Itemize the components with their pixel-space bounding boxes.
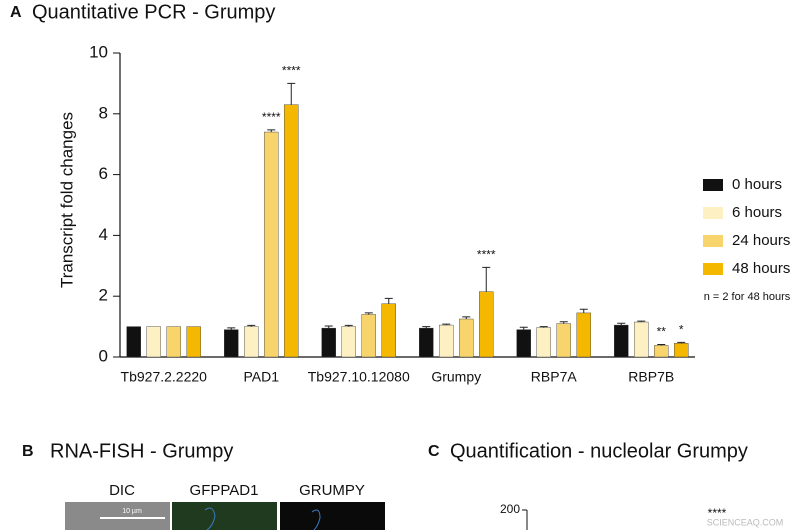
error-bar	[657, 344, 666, 346]
error-bar	[637, 320, 646, 323]
y-tick-label: 6	[99, 164, 108, 183]
error-bar	[462, 316, 471, 319]
grumpy-image	[280, 502, 385, 530]
bar	[264, 131, 279, 358]
error-bar	[384, 297, 393, 304]
bar	[224, 329, 239, 358]
bar	[146, 326, 161, 358]
error-bar	[324, 325, 333, 329]
bar	[419, 327, 434, 358]
significance: ****	[282, 64, 301, 78]
y-tick-label: 4	[99, 225, 108, 244]
y-tick-label: 8	[99, 103, 108, 122]
legend-swatch	[703, 263, 723, 275]
panel-label: C	[428, 443, 440, 460]
panel-title: Quantification - nucleolar Grumpy	[450, 440, 748, 462]
bar	[556, 323, 571, 358]
watermark: SCIENCEAQ.COM	[707, 517, 784, 527]
panel-label: B	[22, 443, 34, 460]
legend-swatch	[703, 179, 723, 191]
significance: ****	[262, 110, 281, 124]
bar	[186, 326, 201, 358]
column-header: DIC	[109, 482, 135, 499]
legend-swatch	[703, 207, 723, 219]
significance: ****	[477, 247, 496, 261]
legend-label: 48 hours	[732, 260, 790, 277]
bar	[576, 312, 591, 358]
x-tick-label: RBP7B	[628, 369, 674, 385]
bar	[479, 291, 494, 358]
error-bar	[422, 326, 431, 329]
bar	[536, 327, 551, 358]
significance: ****	[708, 506, 727, 520]
error-bar	[482, 266, 491, 292]
error-bar	[442, 323, 451, 326]
bar	[361, 314, 376, 358]
bar	[674, 343, 689, 358]
chart-title: Quantitative PCR - Grumpy	[32, 1, 275, 23]
bar	[341, 326, 356, 358]
y-tick-label: 10	[89, 42, 108, 61]
bar	[126, 326, 141, 358]
panel-label: A	[10, 4, 22, 21]
error-bar	[247, 324, 256, 327]
dic-image	[65, 502, 170, 530]
y-tick-label: 0	[99, 346, 108, 365]
error-bar	[539, 326, 548, 328]
legend-swatch	[703, 235, 723, 247]
bar	[244, 326, 259, 358]
cell-outline	[204, 507, 216, 530]
x-tick-label: Tb927.10.12080	[308, 369, 410, 385]
gfp-image	[172, 502, 277, 530]
error-bar	[617, 322, 626, 326]
bar	[516, 329, 531, 358]
bar	[321, 327, 336, 358]
column-header: GFPPAD1	[190, 482, 259, 499]
x-tick-label: Tb927.2.2220	[121, 369, 208, 385]
x-tick-label: RBP7A	[531, 369, 578, 385]
bar	[439, 324, 454, 358]
bar	[284, 104, 299, 358]
error-bar	[519, 326, 528, 330]
cell-outline	[311, 509, 321, 530]
bar	[654, 345, 669, 358]
panel-title: RNA-FISH - Grumpy	[50, 440, 233, 462]
significance: **	[657, 325, 667, 339]
y-axis-label: Transcript fold changes	[57, 112, 76, 288]
bar	[634, 321, 649, 358]
legend-label: 24 hours	[732, 232, 790, 249]
significance: *	[679, 323, 684, 337]
bar	[381, 303, 396, 358]
error-bar	[579, 308, 588, 313]
legend-label: 0 hours	[732, 176, 782, 193]
error-bar	[344, 324, 353, 327]
bar	[166, 326, 181, 358]
legend-label: 6 hours	[732, 204, 782, 221]
scale-label: 10 µm	[122, 508, 142, 515]
x-tick-label: PAD1	[243, 369, 279, 385]
error-bar	[287, 82, 296, 105]
error-bar	[677, 341, 686, 344]
error-bar	[227, 327, 236, 330]
error-bar	[364, 312, 373, 315]
x-tick-label: Grumpy	[431, 369, 481, 385]
column-header: GRUMPY	[299, 482, 365, 499]
bar	[614, 324, 629, 358]
legend-note: n = 2 for 48 hours	[704, 291, 791, 303]
bar	[459, 318, 474, 358]
error-bar	[559, 321, 568, 324]
error-bar	[267, 129, 276, 133]
y-tick-label: 2	[99, 286, 108, 305]
axis-tick-label: 200	[500, 502, 520, 516]
